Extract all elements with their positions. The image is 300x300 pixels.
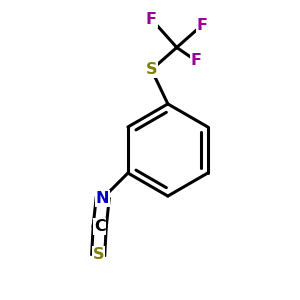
Text: C: C	[94, 219, 106, 234]
Text: S: S	[146, 62, 157, 77]
Text: N: N	[96, 191, 110, 206]
Text: F: F	[146, 12, 157, 27]
Text: F: F	[190, 53, 202, 68]
Text: S: S	[92, 247, 104, 262]
Text: F: F	[196, 18, 208, 33]
